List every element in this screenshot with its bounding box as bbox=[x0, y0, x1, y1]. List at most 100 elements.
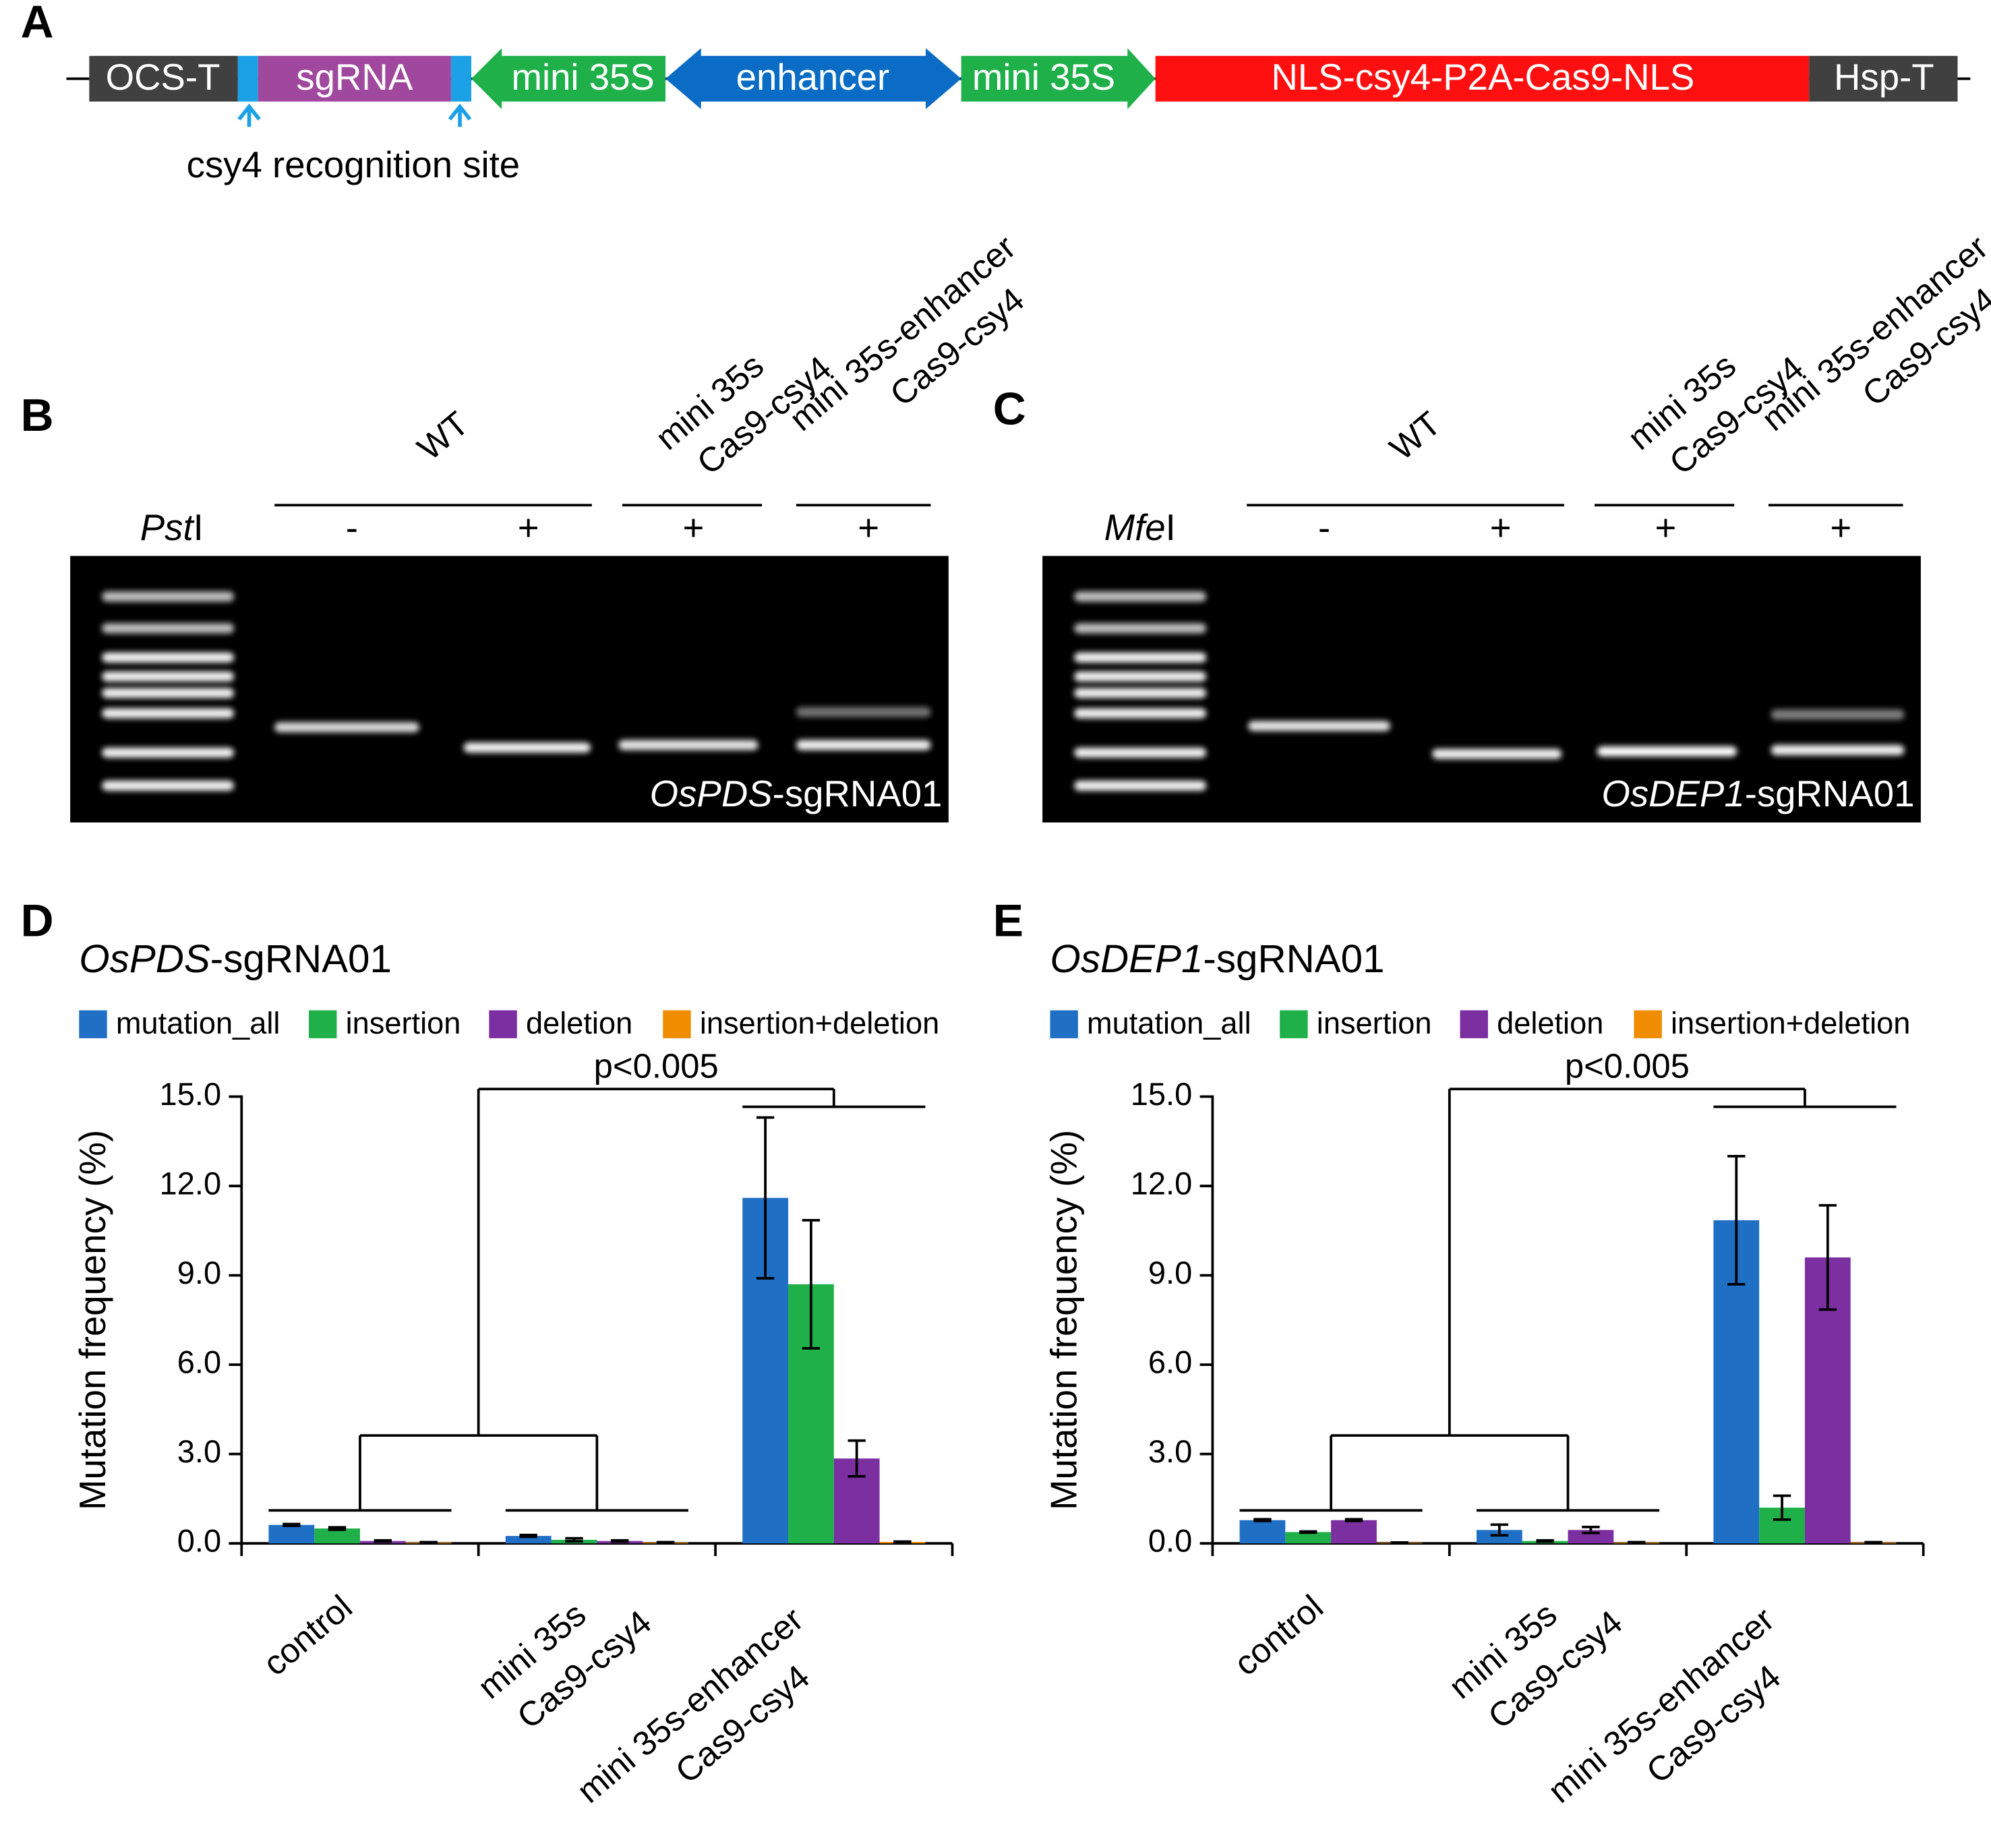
legend-label: mutation_all bbox=[116, 1006, 280, 1040]
legend-label: insertion+deletion bbox=[700, 1006, 939, 1040]
legend-swatch bbox=[79, 1010, 107, 1038]
ladder-band bbox=[1074, 747, 1207, 758]
group-header: WT bbox=[410, 404, 475, 467]
bar bbox=[314, 1528, 360, 1544]
construct-element bbox=[1809, 55, 1958, 102]
x-tick-label: control bbox=[256, 1588, 359, 1683]
legend-swatch bbox=[663, 1010, 691, 1038]
ladder-band bbox=[1074, 688, 1207, 698]
title-part: OsPDS bbox=[79, 937, 210, 981]
sample-band bbox=[1597, 746, 1737, 757]
enzyme: PstI bbox=[140, 507, 204, 548]
title-part: OsDEP1 bbox=[1050, 937, 1203, 981]
site bbox=[237, 55, 258, 102]
error-bar bbox=[1536, 1539, 1554, 1543]
legend-label: insertion bbox=[346, 1006, 461, 1040]
error-bar bbox=[1299, 1530, 1317, 1534]
error-bar bbox=[802, 1218, 821, 1350]
error-bar bbox=[1818, 1203, 1837, 1311]
ladder-band bbox=[102, 747, 234, 758]
significance-bracket bbox=[268, 1087, 926, 1512]
error-bar bbox=[656, 1541, 675, 1545]
construct-element bbox=[1155, 55, 1810, 102]
sample-band bbox=[463, 742, 591, 753]
label-part: -sgRNA01 bbox=[1745, 774, 1915, 815]
lane-sign: - bbox=[1318, 507, 1330, 548]
title-part: -sgRNA01 bbox=[1203, 937, 1384, 981]
enzyme-part: I bbox=[194, 507, 204, 548]
y-tick-label: 9.0 bbox=[1148, 1255, 1192, 1290]
legend-label: mutation_all bbox=[1087, 1006, 1251, 1040]
y-tick-label: 3.0 bbox=[1148, 1433, 1192, 1469]
sample-band bbox=[1248, 721, 1390, 732]
panel-label: C bbox=[993, 384, 1026, 435]
ladder-band bbox=[1074, 671, 1207, 682]
error-bar bbox=[419, 1541, 438, 1545]
y-axis-label: Mutation frequency (%) bbox=[72, 1130, 113, 1510]
error-bar bbox=[893, 1540, 912, 1544]
error-bar bbox=[283, 1522, 301, 1528]
ladder-band bbox=[1074, 652, 1207, 663]
ladder-band bbox=[102, 623, 234, 634]
chart-title: OsDEP1-sgRNA01 bbox=[1050, 937, 1384, 981]
y-tick-label: 15.0 bbox=[1131, 1076, 1193, 1112]
enzyme-part: I bbox=[1166, 507, 1176, 548]
ladder-band bbox=[102, 591, 234, 602]
sample-band bbox=[1771, 745, 1905, 756]
y-tick-label: 3.0 bbox=[177, 1433, 221, 1469]
element-label: Hsp-T bbox=[1834, 57, 1934, 98]
element-label: NLS-csy4-P2A-Cas9-NLS bbox=[1271, 57, 1694, 98]
element-label: mini 35S bbox=[972, 57, 1115, 98]
ladder-band bbox=[102, 780, 234, 791]
error-bar bbox=[565, 1537, 583, 1543]
enzyme: MfeI bbox=[1104, 507, 1176, 548]
error-bar bbox=[1582, 1526, 1600, 1534]
legend-swatch bbox=[489, 1010, 517, 1038]
legend-label: insertion bbox=[1317, 1006, 1432, 1040]
y-tick-label: 0.0 bbox=[177, 1523, 221, 1559]
sample-band bbox=[1432, 748, 1562, 759]
error-bar bbox=[1727, 1154, 1746, 1286]
annotation: csy4 recognition site bbox=[187, 144, 520, 185]
legend-swatch bbox=[309, 1010, 337, 1038]
y-tick-label: 12.0 bbox=[160, 1165, 222, 1201]
ladder-band bbox=[102, 688, 234, 698]
ladder-band bbox=[1074, 591, 1207, 602]
ladder-band bbox=[102, 708, 234, 719]
ladder-band bbox=[1074, 708, 1207, 719]
legend-label: insertion+deletion bbox=[1671, 1006, 1910, 1040]
error-bar bbox=[374, 1539, 392, 1543]
y-tick-label: 9.0 bbox=[177, 1255, 221, 1290]
legend-swatch bbox=[1050, 1010, 1078, 1038]
construct-element bbox=[665, 48, 961, 109]
lane-sign: + bbox=[858, 507, 879, 548]
title-part: -sgRNA01 bbox=[210, 937, 392, 981]
significance-label: p<0.005 bbox=[594, 1047, 719, 1085]
error-bar bbox=[1773, 1494, 1791, 1521]
legend-label: deletion bbox=[1497, 1006, 1603, 1040]
error-bar bbox=[1253, 1518, 1272, 1522]
group-header: WT bbox=[1382, 404, 1448, 467]
x-category: control bbox=[1226, 1588, 1330, 1683]
label-part: OsPDS bbox=[650, 774, 773, 815]
error-bar bbox=[1864, 1541, 1882, 1545]
gel-label: OsPDS-sgRNA01 bbox=[650, 774, 943, 815]
construct-element bbox=[471, 48, 666, 109]
arrow-head bbox=[448, 103, 472, 121]
bar bbox=[1476, 1530, 1522, 1544]
y-tick-label: 12.0 bbox=[1131, 1165, 1193, 1201]
legend-swatch bbox=[1634, 1010, 1662, 1038]
ladder-band bbox=[1074, 623, 1207, 634]
site bbox=[450, 55, 472, 102]
legend-swatch bbox=[1460, 1010, 1488, 1038]
element-label: OCS-T bbox=[106, 57, 220, 98]
error-bar bbox=[611, 1539, 629, 1543]
group-label: WT bbox=[410, 404, 475, 467]
bar bbox=[1285, 1532, 1332, 1544]
ladder-band bbox=[102, 671, 234, 682]
chart-title: OsPDS-sgRNA01 bbox=[79, 937, 392, 981]
element-label: mini 35S bbox=[511, 57, 654, 98]
panel-label: B bbox=[21, 390, 54, 441]
